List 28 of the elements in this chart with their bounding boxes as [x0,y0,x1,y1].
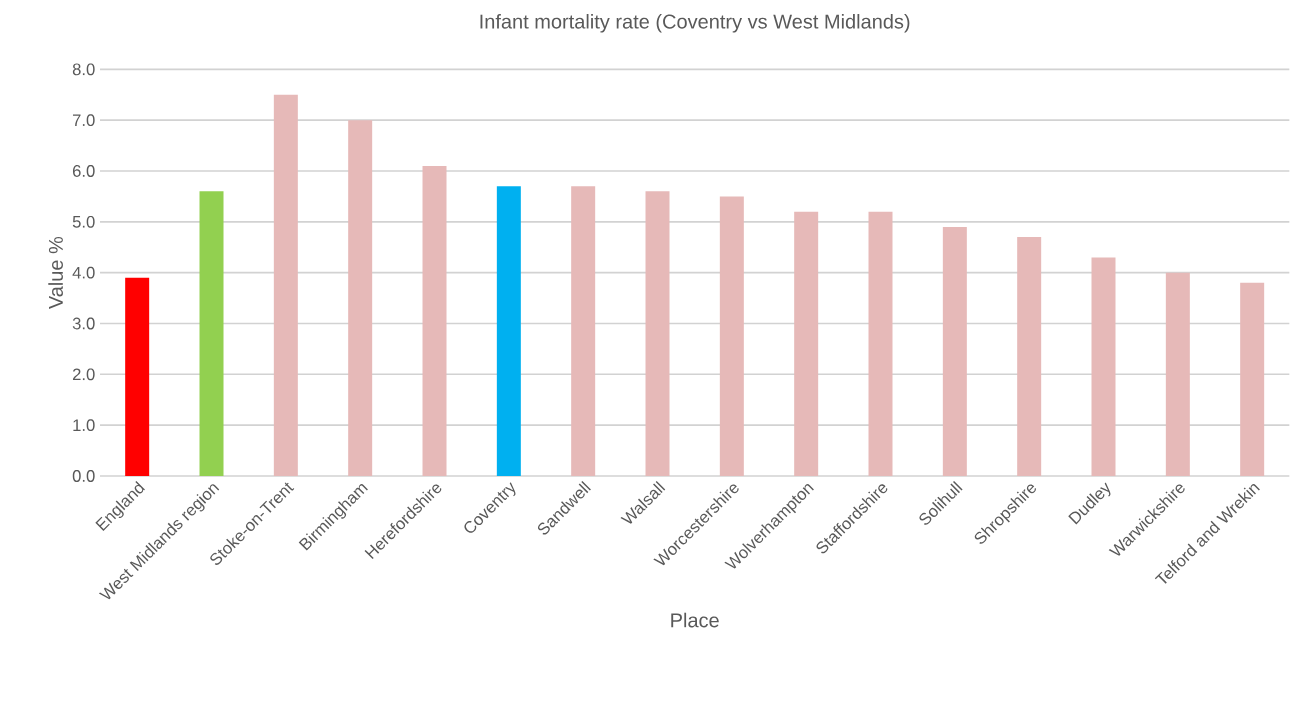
y-tick-label: 7.0 [72,114,95,127]
bar [348,120,373,476]
bar [645,191,670,476]
bar [422,165,447,476]
y-tick-label: 3.0 [72,317,95,330]
y-axis-title: Value % [48,236,63,310]
chart-title: Infant mortality rate (Coventry vs West Midlands) [480,13,910,33]
y-tick-label: 4.0 [72,266,95,279]
bar [571,186,596,476]
y-tick-label: 1.0 [73,419,95,432]
bar [1091,257,1116,476]
bar [719,196,744,476]
bar [1017,237,1042,476]
bar [868,211,893,476]
y-tick-label: 8.0 [72,63,95,76]
y-tick-label: 0.0 [72,470,95,482]
bar [199,191,224,476]
y-tick-label: 2.0 [72,368,95,381]
bar [496,186,521,476]
bar [1165,272,1190,476]
y-tick-label: 6.0 [72,165,95,177]
bar [794,211,819,476]
bar [273,94,298,476]
bar [125,277,150,476]
y-tick-label: 5.0 [72,215,95,228]
bar [942,226,967,476]
x-axis-title: Place [671,612,719,628]
bar [1240,282,1265,476]
